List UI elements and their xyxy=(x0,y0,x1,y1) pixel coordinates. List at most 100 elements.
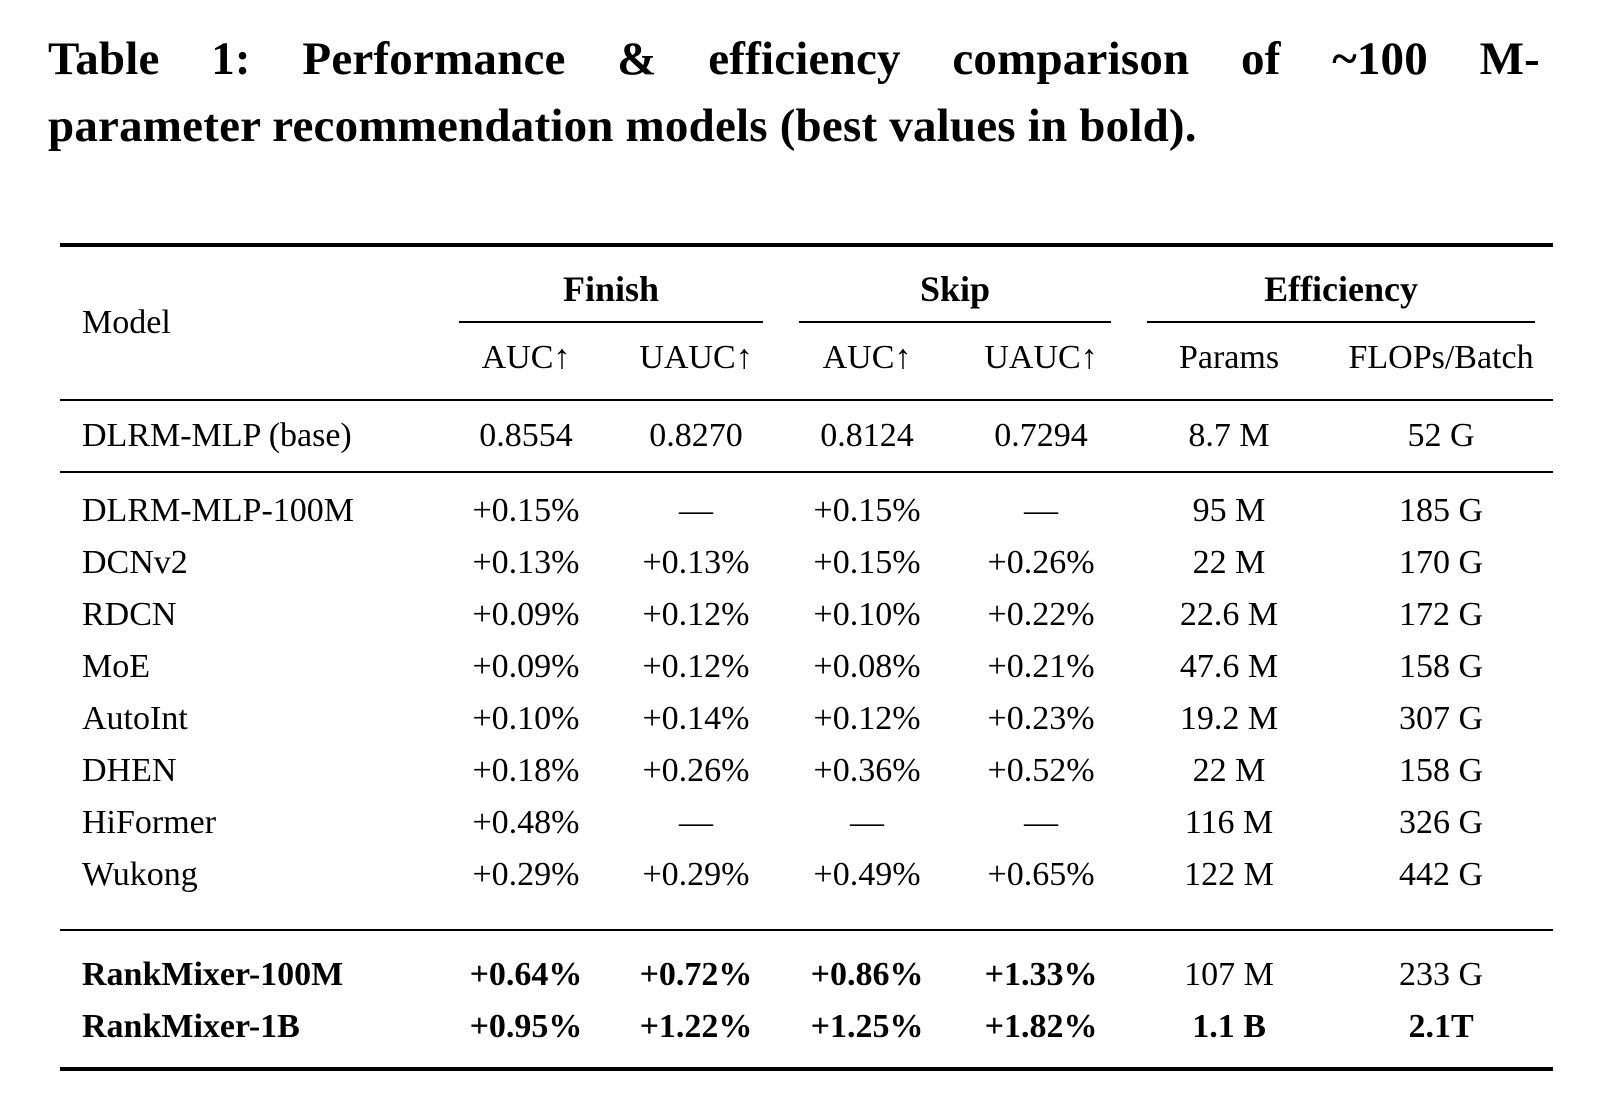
caption-line-2: parameter recommendation models (best va… xyxy=(48,100,1197,152)
model-name-cell: DHEN xyxy=(82,752,177,789)
metric-cell: +0.29% xyxy=(611,849,782,931)
group-header-efficiency: Efficiency xyxy=(1129,245,1553,323)
table-row: RDCN +0.09% +0.12% +0.10% +0.22% 22.6 M … xyxy=(60,589,1553,641)
metric-cell: +0.09% xyxy=(472,648,580,685)
model-name-cell: RankMixer-1B xyxy=(82,1008,300,1045)
metric-cell: 0.8124 xyxy=(781,400,954,473)
params-cell: 47.6 M xyxy=(1179,648,1279,685)
model-name-cell: RDCN xyxy=(82,596,177,633)
params-cell: 122 M xyxy=(1129,849,1330,931)
model-name-cell: Wukong xyxy=(60,849,441,931)
metric-cell: +0.12% xyxy=(813,700,921,737)
metric-cell: +0.10% xyxy=(813,596,921,633)
params-cell: 116 M xyxy=(1184,804,1274,841)
flops-cell: 158 G xyxy=(1399,648,1484,685)
metric-cell: +0.12% xyxy=(642,596,750,633)
model-name-cell: RankMixer-100M xyxy=(82,956,344,993)
params-cell: 19.2 M xyxy=(1179,700,1279,737)
metric-cell: 0.8270 xyxy=(611,400,782,473)
table-caption: Table 1: Performance & efficiency compar… xyxy=(48,26,1540,160)
metric-cell: +0.49% xyxy=(781,849,954,931)
metric-cell: +1.33% xyxy=(984,956,1098,993)
model-name-cell: DLRM-MLP-100M xyxy=(82,492,355,529)
model-name-cell: HiFormer xyxy=(82,804,217,841)
table-row: AutoInt +0.10% +0.14% +0.12% +0.23% 19.2… xyxy=(60,693,1553,745)
metric-cell: +0.13% xyxy=(642,544,750,581)
metric-cell: +0.15% xyxy=(813,544,921,581)
flops-cell: 307 G xyxy=(1399,700,1484,737)
header-group-row: Model Finish Skip Efficiency xyxy=(60,245,1553,401)
results-table-container: Model Finish Skip Efficiency AUC↑ UAUC↑ … xyxy=(60,243,1554,1071)
metric-cell: +0.26% xyxy=(642,752,750,789)
params-cell: 22.6 M xyxy=(1179,596,1279,633)
metric-cell: +0.18% xyxy=(472,752,580,789)
metric-cell: +0.21% xyxy=(987,648,1095,685)
column-header-model: Model xyxy=(60,245,441,401)
table-row: DHEN +0.18% +0.26% +0.36% +0.52% 22 M 15… xyxy=(60,745,1553,797)
results-table: Model Finish Skip Efficiency AUC↑ UAUC↑ … xyxy=(60,243,1554,1071)
column-header-flops: FLOPs/Batch xyxy=(1329,323,1554,401)
table-row: DLRM-MLP (base) 0.8554 0.8270 0.8124 0.7… xyxy=(60,400,1554,473)
metric-cell: +0.52% xyxy=(987,752,1095,789)
model-name-cell: AutoInt xyxy=(82,700,188,737)
flops-cell: 170 G xyxy=(1399,544,1484,581)
group-header-finish-label: Finish xyxy=(459,268,764,323)
metric-cell: +1.22% xyxy=(639,1008,753,1045)
flops-cell: 442 G xyxy=(1329,849,1554,931)
column-header-skip-auc: AUC↑ xyxy=(781,323,954,401)
caption-line-1: Table 1: Performance & efficiency compar… xyxy=(48,33,1540,85)
metric-cell: +0.12% xyxy=(642,648,750,685)
column-header-finish-auc: AUC↑ xyxy=(441,323,611,401)
metric-cell: +1.25% xyxy=(810,1008,924,1045)
metric-cell: +0.15% xyxy=(472,492,580,529)
model-name-cell: MoE xyxy=(82,648,150,685)
model-name-cell: DCNv2 xyxy=(82,544,188,581)
column-header-finish-uauc: UAUC↑ xyxy=(611,323,782,401)
metric-cell: — xyxy=(1024,492,1059,529)
flops-cell: 52 G xyxy=(1329,400,1554,473)
metric-cell: +0.08% xyxy=(813,648,921,685)
metric-cell: — xyxy=(1024,804,1059,841)
group-header-efficiency-label: Efficiency xyxy=(1147,268,1536,323)
table-row: RankMixer-1B +0.95% +1.22% +1.25% +1.82%… xyxy=(60,1001,1553,1069)
params-cell: 22 M xyxy=(1192,752,1266,789)
metric-cell: +0.64% xyxy=(469,956,583,993)
column-header-skip-uauc: UAUC↑ xyxy=(953,323,1130,401)
params-cell: 95 M xyxy=(1192,492,1266,529)
metric-cell: +0.09% xyxy=(472,596,580,633)
metric-cell: +0.36% xyxy=(813,752,921,789)
metric-cell: +0.65% xyxy=(953,849,1130,931)
flops-cell: 326 G xyxy=(1399,804,1484,841)
metric-cell: +0.72% xyxy=(639,956,753,993)
table-row: Wukong +0.29% +0.29% +0.49% +0.65% 122 M… xyxy=(60,849,1554,931)
flops-cell: 233 G xyxy=(1399,956,1484,993)
metric-cell: 0.7294 xyxy=(953,400,1130,473)
table-row: DCNv2 +0.13% +0.13% +0.15% +0.26% 22 M 1… xyxy=(60,537,1553,589)
table-row: MoE +0.09% +0.12% +0.08% +0.21% 47.6 M 1… xyxy=(60,641,1553,693)
metric-cell: +0.29% xyxy=(441,849,611,931)
metric-cell: +0.26% xyxy=(987,544,1095,581)
params-cell: 107 M xyxy=(1184,956,1274,993)
metric-cell: — xyxy=(679,492,713,529)
table-row: RankMixer-100M +0.64% +0.72% +0.86% +1.3… xyxy=(60,930,1553,1001)
metric-cell: — xyxy=(679,804,713,841)
metric-cell: +0.13% xyxy=(472,544,580,581)
group-header-finish: Finish xyxy=(441,245,781,323)
metric-cell: +0.14% xyxy=(642,700,750,737)
metric-cell: +0.22% xyxy=(987,596,1095,633)
header-sub-row: AUC↑ UAUC↑ AUC↑ UAUC↑ Params FLOPs/Batch xyxy=(60,323,1554,401)
metric-cell: 0.8554 xyxy=(441,400,611,473)
metric-cell: +0.95% xyxy=(469,1008,583,1045)
table-row: HiFormer +0.48% — — — 116 M 326 G xyxy=(60,797,1553,849)
params-cell: 8.7 M xyxy=(1129,400,1330,473)
flops-cell: 2.1T xyxy=(1408,1008,1474,1045)
params-cell: 1.1 B xyxy=(1192,1008,1266,1045)
flops-cell: 185 G xyxy=(1399,492,1484,529)
table-row: DLRM-MLP-100M +0.15% — +0.15% — 95 M 185… xyxy=(60,472,1553,537)
metric-cell: +0.15% xyxy=(813,492,921,529)
group-header-skip: Skip xyxy=(781,245,1129,323)
metric-cell: +1.82% xyxy=(984,1008,1098,1045)
metric-cell: +0.10% xyxy=(472,700,580,737)
metric-cell: +0.23% xyxy=(987,700,1095,737)
group-header-skip-label: Skip xyxy=(799,268,1112,323)
